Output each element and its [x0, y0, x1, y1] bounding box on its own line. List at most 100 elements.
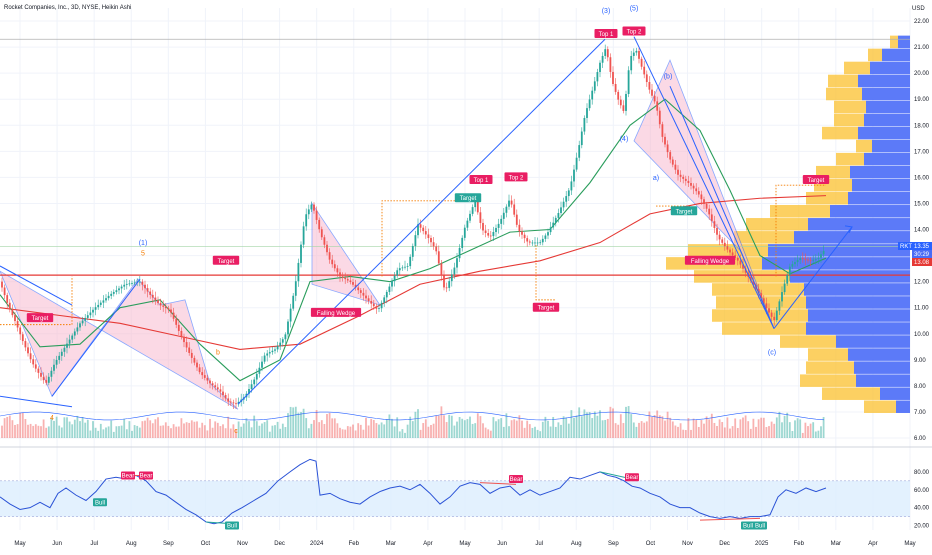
volume-bar: [284, 427, 287, 438]
candle-body: [671, 159, 674, 165]
volume-bar: [760, 417, 763, 438]
volume-bar: [583, 409, 586, 438]
candle-body: [323, 237, 326, 245]
volume-bar: [346, 426, 349, 438]
volume-bar: [448, 414, 451, 438]
volume-bar: [318, 422, 321, 438]
volume-bar: [510, 420, 513, 438]
candle-body: [185, 342, 188, 348]
candle-body: [258, 367, 261, 374]
volume-bar: [289, 406, 292, 438]
volume-bar: [781, 422, 783, 438]
volume-bar: [232, 424, 235, 438]
volume-bar: [549, 426, 552, 438]
volume-bar: [476, 413, 479, 438]
candle-body: [510, 200, 513, 205]
candle-body: [476, 201, 479, 213]
candle-body: [593, 81, 596, 91]
volume-bar: [279, 428, 282, 438]
volume-bar: [396, 417, 399, 438]
volume-bar: [151, 423, 154, 438]
volume-bar: [164, 422, 167, 438]
candle-body: [799, 258, 802, 261]
volume-profile-up-bar: [864, 152, 910, 166]
volume-bar: [73, 419, 76, 438]
candle-body: [643, 66, 646, 75]
candle-body: [53, 364, 55, 371]
wave-label-5: (5): [630, 6, 639, 13]
volume-bar: [773, 423, 776, 438]
candle-body: [658, 110, 661, 125]
candle-body: [63, 347, 66, 352]
time-tick-label: Nov: [237, 541, 248, 547]
price-tick-label: 19.00: [914, 97, 930, 103]
volume-bar: [580, 416, 583, 438]
volume-bar: [684, 430, 687, 438]
top-2-mid-label-bg: [504, 172, 528, 182]
volume-bar: [414, 411, 417, 438]
candle-body: [820, 254, 822, 258]
volume-bar: [547, 420, 549, 438]
candle-body: [331, 259, 334, 265]
volume-bar: [466, 419, 469, 438]
rsi-bull-label-2-bg: [225, 521, 239, 530]
volume-bar: [651, 417, 653, 438]
volume-bar: [456, 421, 458, 438]
rsi-bull-label-4: Bull: [755, 524, 765, 530]
candle-body: [817, 257, 820, 259]
volume-profile-up-bar: [864, 113, 910, 127]
volume-profile-down-bar: [844, 61, 870, 75]
candle-body: [783, 283, 786, 293]
candle-body: [612, 71, 614, 85]
volume-bar: [812, 422, 815, 438]
volume-bar: [302, 408, 305, 438]
volume-bar: [385, 419, 388, 438]
volume-bar: [154, 419, 157, 438]
volume-bar: [440, 406, 443, 438]
candle-body: [313, 204, 315, 211]
candle-body: [635, 50, 638, 53]
candle-body: [645, 74, 648, 83]
time-tick-label: Jun: [52, 541, 62, 547]
volume-bar: [508, 426, 510, 438]
volume-bar: [752, 418, 755, 438]
rsi-bear-label-4-bg: [625, 473, 639, 482]
candle-body: [549, 227, 552, 233]
candle-body: [770, 312, 773, 317]
candle-body: [640, 58, 643, 67]
time-tick-label: Oct: [646, 541, 656, 547]
volume-bar: [76, 415, 79, 438]
volume-bar: [721, 422, 724, 438]
candle-body: [354, 284, 357, 288]
volume-bar: [401, 429, 404, 438]
candle-body: [796, 260, 799, 263]
time-tick-label: Nov: [682, 541, 693, 547]
volume-bar: [469, 416, 471, 438]
volume-bar: [97, 430, 100, 438]
target-label-5-bg: [670, 206, 698, 216]
volume-bar: [474, 423, 477, 438]
candle-body: [497, 223, 500, 228]
volume-bar: [110, 420, 113, 438]
candle-body: [432, 242, 435, 247]
volume-bar: [89, 430, 92, 438]
candle-body: [102, 300, 105, 303]
volume-bar: [398, 431, 401, 438]
rsi-line: [0, 458, 827, 525]
candle-body: [822, 250, 825, 255]
tag-3-bg: [912, 258, 932, 266]
candle-body: [16, 321, 19, 328]
candle-body: [560, 207, 562, 214]
candle-body: [133, 282, 136, 284]
candle-body: [92, 309, 94, 313]
candle-body: [279, 342, 282, 347]
volume-bar: [144, 420, 146, 438]
volume-profile-down-bar: [856, 139, 872, 153]
candle-body: [84, 317, 87, 321]
candle-body: [541, 238, 544, 243]
volume-bar: [690, 429, 692, 438]
candle-body: [138, 281, 141, 283]
candle-body: [203, 375, 206, 378]
volume-bar: [661, 416, 664, 438]
